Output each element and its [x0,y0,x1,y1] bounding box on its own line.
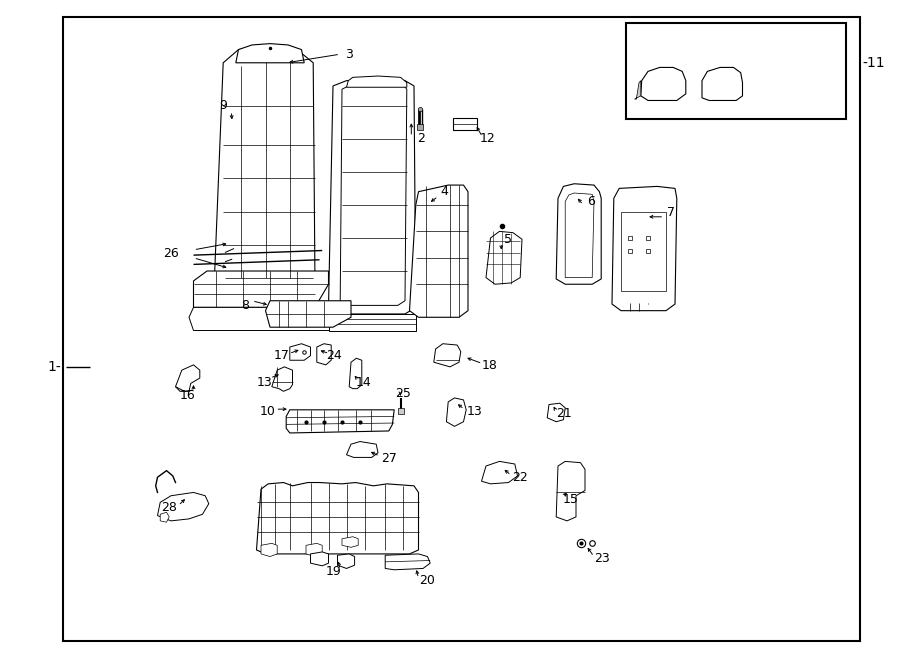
Polygon shape [317,344,331,365]
Text: 22: 22 [512,471,528,484]
Polygon shape [346,442,378,457]
Text: 6: 6 [588,195,595,208]
Text: 17: 17 [274,349,290,362]
Polygon shape [486,231,522,284]
Polygon shape [702,67,742,100]
Polygon shape [306,543,322,557]
Polygon shape [482,461,517,484]
Text: 16: 16 [179,389,195,402]
Polygon shape [158,492,209,521]
Polygon shape [621,212,666,291]
Polygon shape [342,537,358,547]
Polygon shape [214,46,315,292]
Text: 3: 3 [346,48,353,61]
Text: 23: 23 [594,552,610,565]
Polygon shape [556,184,601,284]
Text: -11: -11 [862,56,885,70]
Polygon shape [556,461,585,521]
Text: 13: 13 [466,405,482,418]
Polygon shape [434,344,461,367]
Text: 8: 8 [241,299,248,312]
Bar [626,23,846,119]
Polygon shape [189,307,338,330]
Polygon shape [340,85,407,305]
Polygon shape [349,358,362,389]
Polygon shape [641,67,686,100]
Polygon shape [453,118,477,130]
Polygon shape [328,314,416,330]
Text: 25: 25 [395,387,411,400]
Polygon shape [236,44,304,63]
Text: 27: 27 [381,451,397,465]
Polygon shape [547,403,565,422]
Polygon shape [256,483,419,554]
Polygon shape [385,554,430,570]
Text: 2: 2 [418,132,425,145]
Polygon shape [176,365,200,391]
Text: 4: 4 [441,185,448,198]
Text: 14: 14 [356,375,372,389]
Text: 15: 15 [562,492,579,506]
Text: 9: 9 [220,99,227,112]
Polygon shape [290,344,310,360]
Text: 5: 5 [505,233,512,247]
Text: 24: 24 [326,349,342,362]
Polygon shape [310,552,328,566]
Polygon shape [328,81,416,314]
Polygon shape [272,367,292,391]
Text: 12: 12 [480,132,496,145]
Polygon shape [446,398,466,426]
Polygon shape [266,301,351,327]
Text: 1-: 1- [48,360,61,374]
Polygon shape [194,271,328,307]
Text: 7: 7 [667,206,674,219]
Bar [63,17,860,641]
Text: 10: 10 [259,405,275,418]
Text: 13: 13 [256,375,273,389]
Polygon shape [410,185,468,317]
Polygon shape [286,410,394,433]
Polygon shape [612,186,677,311]
Polygon shape [346,76,407,87]
Text: 18: 18 [482,359,498,372]
Text: 19: 19 [326,565,342,578]
Polygon shape [338,554,355,568]
Text: 21: 21 [556,407,572,420]
Polygon shape [634,81,641,99]
Polygon shape [565,193,594,278]
Polygon shape [160,512,169,522]
Text: 28: 28 [161,501,177,514]
Polygon shape [261,543,277,557]
Text: 20: 20 [418,574,435,587]
Text: 26: 26 [163,247,179,260]
